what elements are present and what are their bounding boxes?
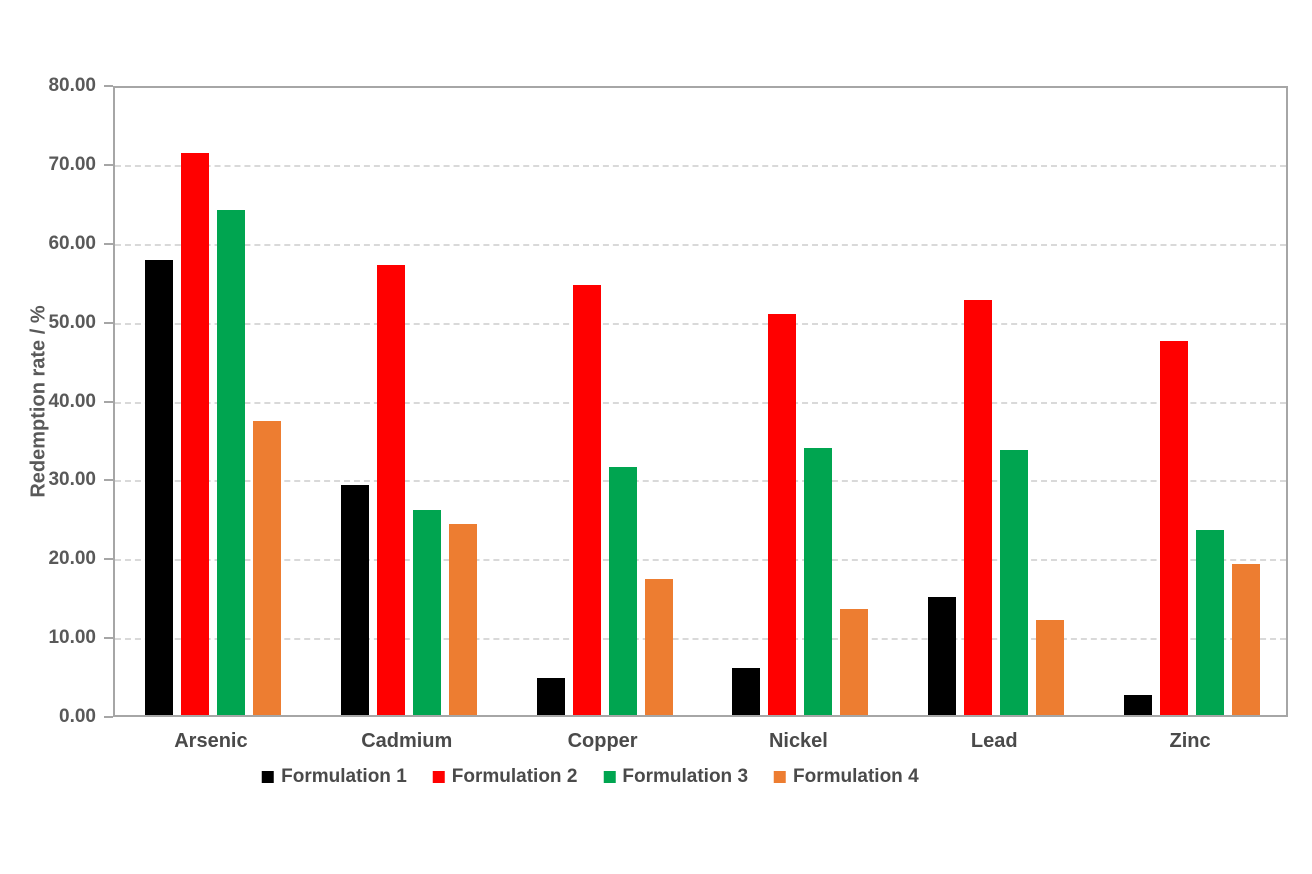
bar-zinc-formulation-1 — [1124, 695, 1153, 715]
y-tick-label: 70.00 — [48, 153, 96, 175]
bar-copper-formulation-4 — [644, 578, 673, 715]
bar-arsenic-formulation-1 — [144, 259, 173, 715]
bar-copper-formulation-1 — [536, 677, 565, 715]
plot-area — [113, 86, 1288, 717]
bar-nickel-formulation-3 — [804, 448, 833, 715]
y-tick-mark — [104, 163, 113, 166]
bar-cadmium-formulation-2 — [376, 265, 405, 715]
bar-lead-formulation-4 — [1036, 620, 1065, 715]
y-tick-mark — [104, 479, 113, 482]
gridline-10 — [115, 638, 1286, 641]
y-tick-mark — [104, 85, 113, 87]
x-category-label-nickel: Nickel — [768, 730, 828, 752]
y-tick-label: 40.00 — [48, 390, 96, 412]
bar-cadmium-formulation-3 — [412, 509, 441, 715]
legend-swatch-icon — [432, 771, 445, 783]
bar-zinc-formulation-2 — [1160, 341, 1189, 715]
legend-label: Formulation 2 — [451, 766, 578, 787]
y-tick-label: 20.00 — [48, 548, 96, 570]
y-tick-mark — [104, 637, 113, 640]
bar-nickel-formulation-2 — [768, 313, 797, 715]
bar-cadmium-formulation-1 — [340, 484, 369, 715]
legend-swatch-icon — [262, 771, 275, 783]
x-category-label-arsenic: Arsenic — [174, 730, 248, 752]
legend-item-formulation-1: Formulation 1 — [262, 766, 407, 788]
y-tick-label: 60.00 — [48, 232, 96, 254]
bar-lead-formulation-1 — [928, 596, 957, 715]
y-tick-mark — [104, 558, 113, 561]
legend-swatch-icon — [603, 771, 616, 783]
legend-label: Formulation 1 — [281, 766, 407, 787]
bar-copper-formulation-2 — [572, 285, 601, 715]
bar-nickel-formulation-1 — [732, 667, 761, 715]
y-tick-mark — [104, 400, 113, 403]
legend: Formulation 1 Formulation 2 Formulation 3 F… — [262, 766, 919, 788]
legend-item-formulation-2: Formulation 2 — [432, 766, 578, 788]
x-category-label-lead: Lead — [970, 730, 1018, 752]
bar-arsenic-formulation-2 — [180, 152, 209, 715]
x-category-label-zinc: Zinc — [1169, 730, 1211, 752]
y-tick-mark — [104, 321, 113, 324]
bar-copper-formulation-3 — [608, 466, 637, 715]
y-tick-label: 0.00 — [59, 706, 96, 727]
x-category-label-cadmium: Cadmium — [361, 730, 453, 752]
gridline-70 — [115, 164, 1286, 167]
gridline-30 — [115, 480, 1286, 483]
gridline-20 — [115, 559, 1286, 562]
legend-item-formulation-4: Formulation 4 — [774, 766, 919, 788]
bar-nickel-formulation-4 — [840, 609, 869, 715]
bar-zinc-formulation-4 — [1232, 564, 1261, 715]
gridline-40 — [115, 401, 1286, 404]
y-tick-label: 50.00 — [48, 311, 96, 333]
bar-cadmium-formulation-4 — [448, 524, 477, 715]
legend-label: Formulation 4 — [793, 766, 919, 787]
legend-label: Formulation 3 — [622, 766, 749, 787]
y-tick-label: 10.00 — [48, 627, 96, 649]
x-category-label-copper: Copper — [567, 730, 638, 752]
legend-swatch-icon — [774, 771, 787, 783]
y-tick-label: 80.00 — [48, 75, 96, 96]
bar-lead-formulation-3 — [1000, 449, 1029, 715]
bar-lead-formulation-2 — [964, 300, 993, 715]
bar-arsenic-formulation-4 — [252, 420, 281, 715]
bar-zinc-formulation-3 — [1196, 529, 1225, 715]
gridline-60 — [115, 243, 1286, 246]
legend-item-formulation-3: Formulation 3 — [603, 766, 748, 788]
bar-arsenic-formulation-3 — [216, 210, 245, 715]
y-tick-mark — [104, 716, 113, 718]
y-tick-label: 30.00 — [48, 469, 96, 491]
y-tick-mark — [104, 242, 113, 245]
gridline-50 — [115, 322, 1286, 325]
